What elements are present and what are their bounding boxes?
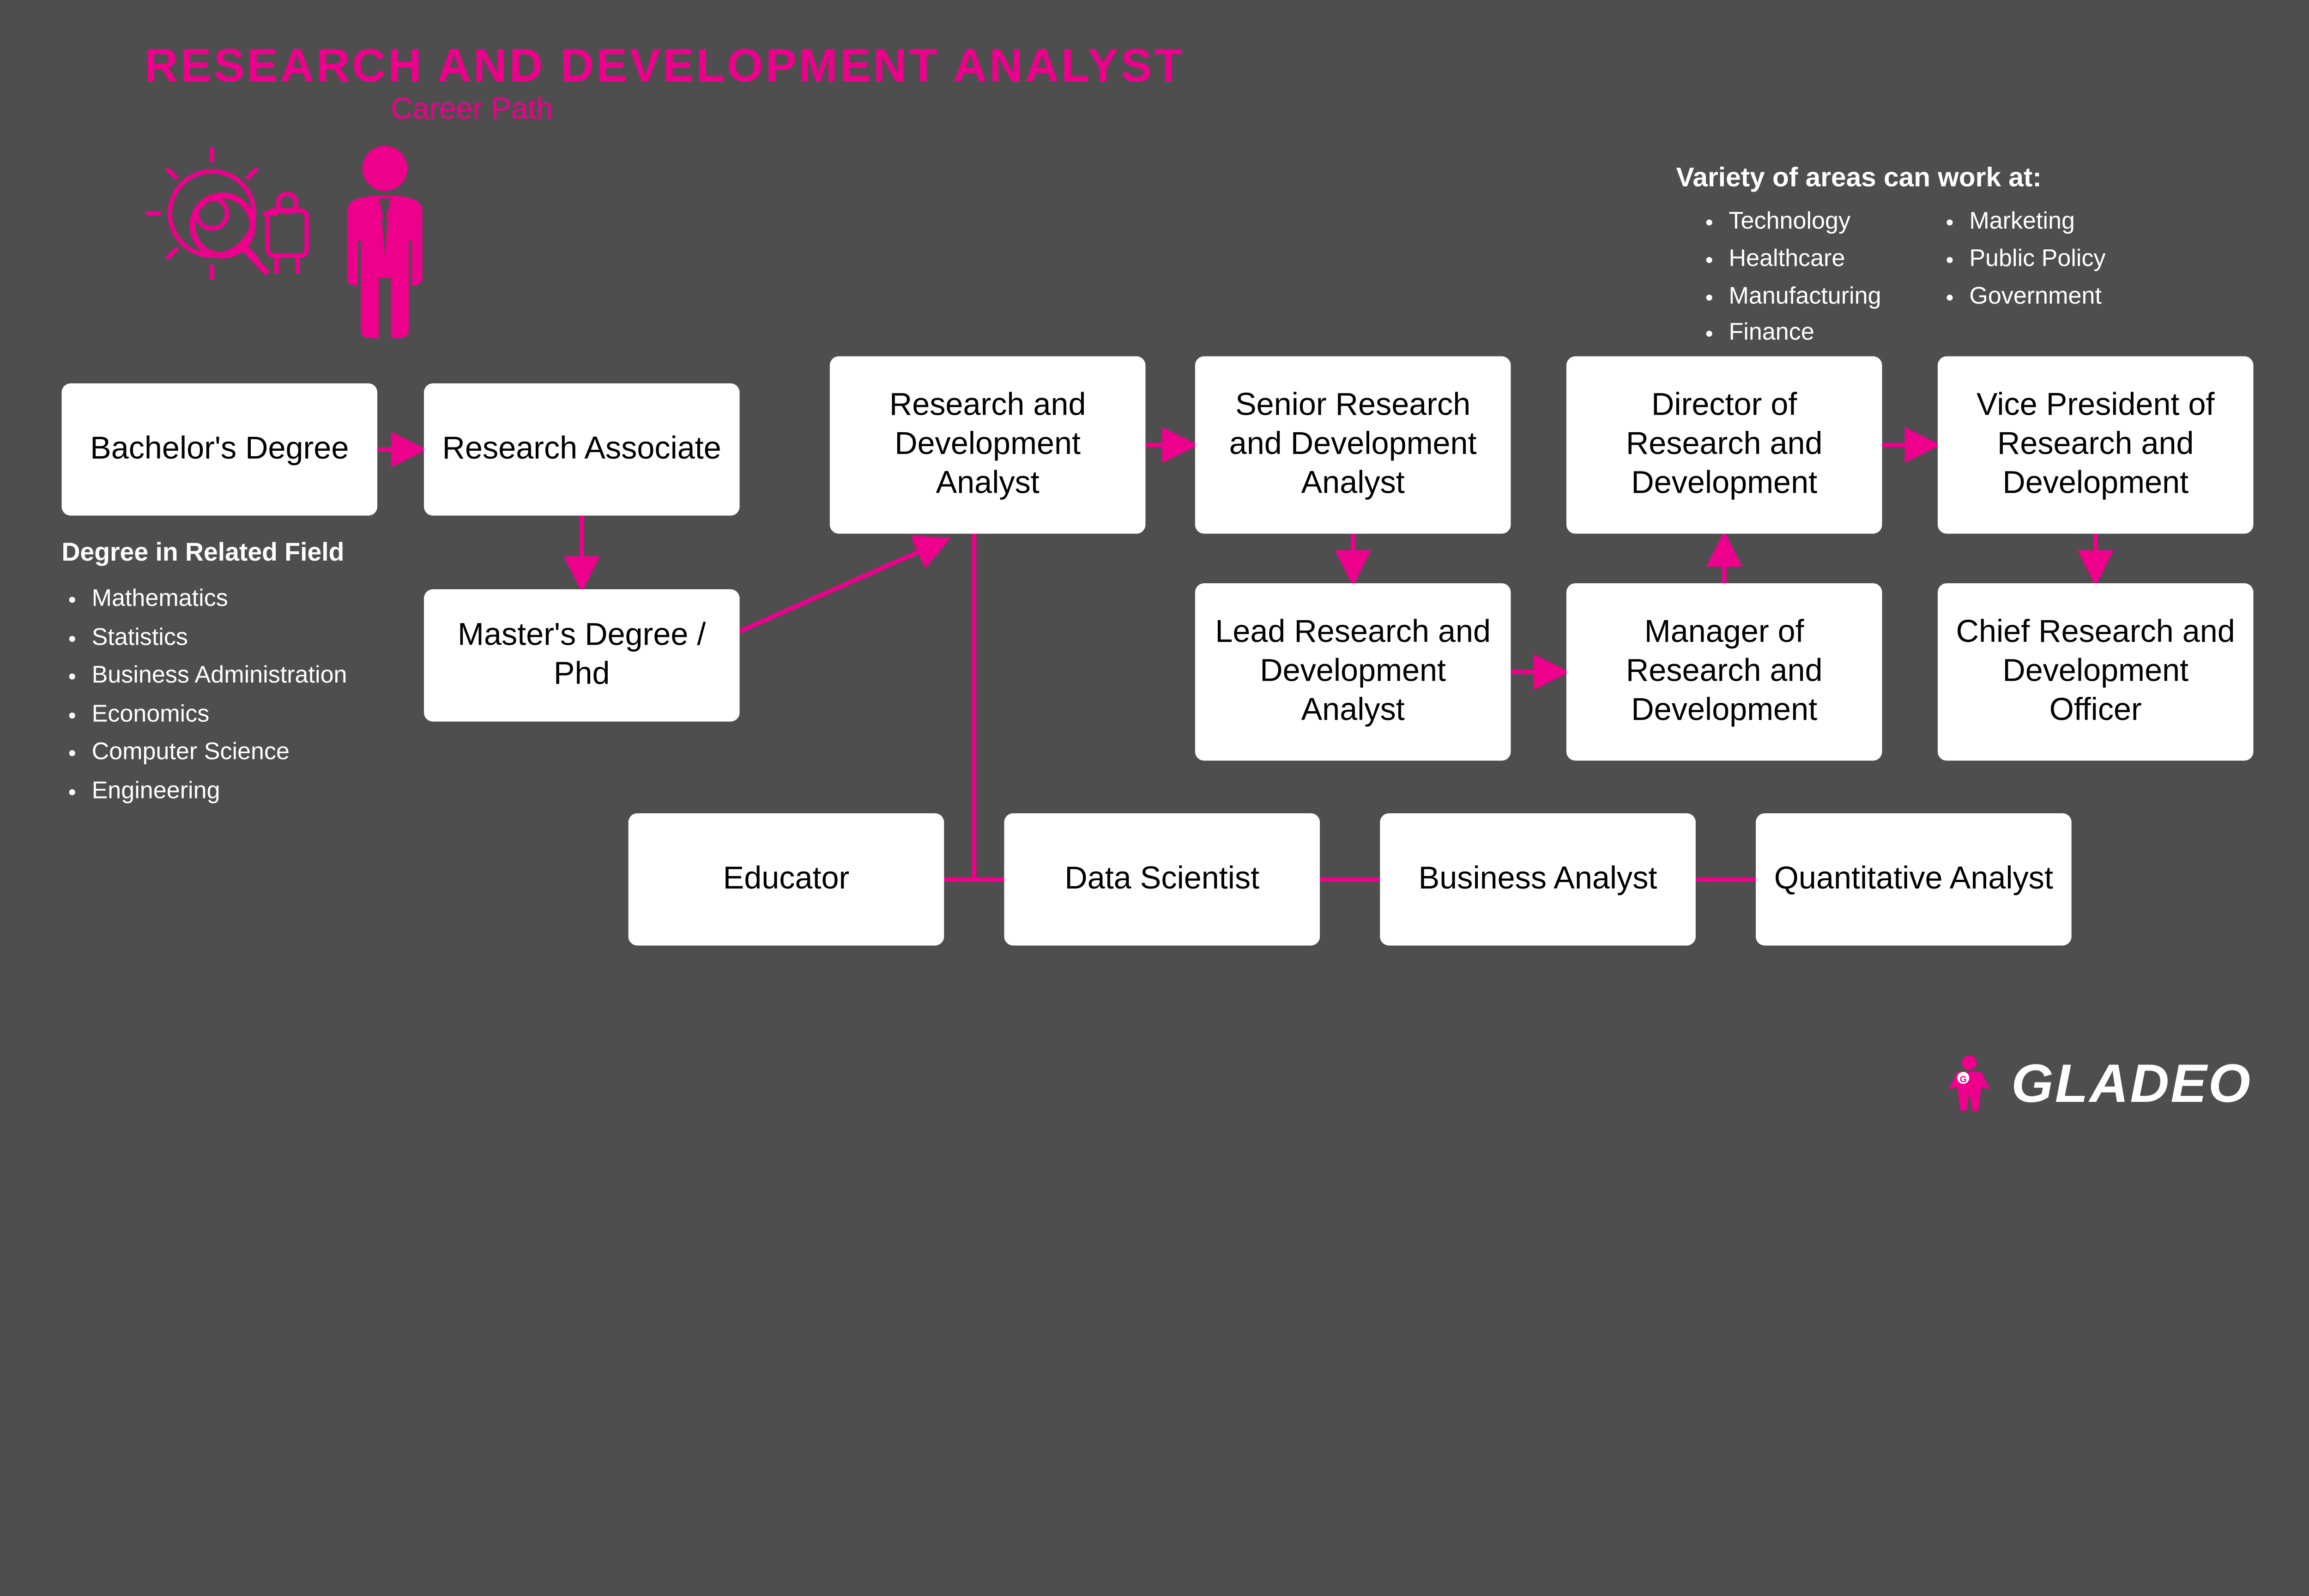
- degree-item: Computer Science: [92, 734, 347, 773]
- node-chief: Chief Research and Development Officer: [1938, 583, 2254, 761]
- area-item: Manufacturing: [1729, 279, 1881, 316]
- degree-item: Economics: [92, 695, 347, 734]
- brand-mark-icon: G: [1942, 1054, 1996, 1114]
- node-manager: Manager of Research and Development: [1566, 583, 1882, 761]
- infographic-canvas: RESEARCH AND DEVELOPMENT ANALYST Career …: [0, 0, 2309, 1155]
- node-data-sci: Data Scientist: [1004, 813, 1320, 945]
- degree-item: Business Administration: [92, 657, 347, 695]
- degree-item: Statistics: [92, 619, 347, 657]
- area-item: Marketing: [1969, 205, 2105, 242]
- degree-item: Engineering: [92, 773, 347, 811]
- node-bachelors: Bachelor's Degree: [61, 383, 377, 515]
- areas-col-1: Technology Healthcare Manufacturing Fina…: [1699, 205, 1881, 354]
- node-lead: Lead Research and Development Analyst: [1195, 583, 1511, 761]
- brand-text: GLADEO: [2011, 1052, 2252, 1116]
- node-research-assoc: Research Associate: [424, 383, 740, 515]
- header-icons: [145, 135, 460, 353]
- brand-logo: G GLADEO: [1942, 1052, 2252, 1116]
- page-title: RESEARCH AND DEVELOPMENT ANALYST: [145, 39, 1185, 93]
- node-masters: Master's Degree / Phd: [424, 589, 740, 721]
- node-rnd-analyst: Research and Development Analyst: [830, 356, 1146, 533]
- degree-item: Mathematics: [92, 580, 347, 619]
- area-item: Finance: [1729, 316, 1881, 354]
- page-subtitle: Career Path: [391, 93, 553, 128]
- area-item: Government: [1969, 279, 2105, 316]
- area-item: Public Policy: [1969, 242, 2105, 279]
- degree-list: Mathematics Statistics Business Administ…: [61, 580, 347, 811]
- areas-heading: Variety of areas can work at:: [1676, 163, 2042, 194]
- node-educator: Educator: [629, 813, 944, 945]
- svg-text:G: G: [1960, 1075, 1967, 1085]
- node-quant: Quantitative Analyst: [1756, 813, 2072, 945]
- area-item: Healthcare: [1729, 242, 1881, 279]
- degree-heading: Degree in Related Field: [61, 538, 344, 568]
- areas-col-2: Marketing Public Policy Government: [1939, 205, 2105, 316]
- node-director: Director of Research and Development: [1566, 356, 1882, 533]
- node-biz-analyst: Business Analyst: [1380, 813, 1696, 945]
- node-senior: Senior Research and Development Analyst: [1195, 356, 1511, 533]
- node-vp: Vice President of Research and Developme…: [1938, 356, 2254, 533]
- area-item: Technology: [1729, 205, 1881, 242]
